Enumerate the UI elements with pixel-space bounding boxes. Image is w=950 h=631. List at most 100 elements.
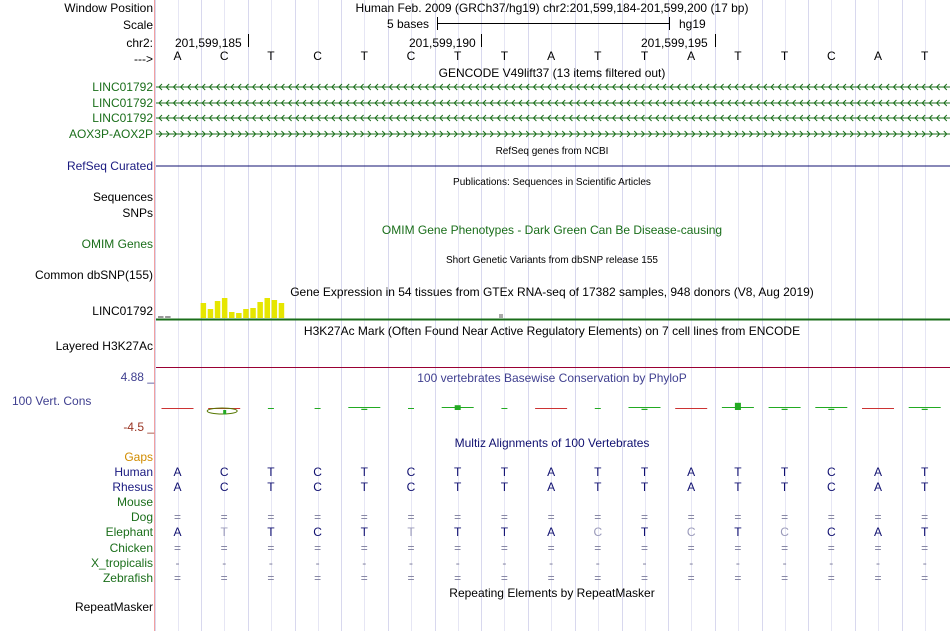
alignment-base: T [734, 525, 742, 540]
strand-chevron [662, 99, 667, 107]
species-label[interactable]: Mouse [116, 495, 153, 510]
strand-chevron [338, 130, 343, 138]
gaps-label[interactable]: Gaps [124, 450, 153, 464]
label-divider [154, 0, 155, 631]
scale-label[interactable]: Scale [122, 18, 153, 32]
gtex-tissue-bar[interactable] [236, 313, 242, 318]
chrom-label[interactable]: chr2: [126, 36, 153, 50]
strand-chevron [907, 114, 912, 122]
gencode-track-label-4[interactable]: AOX3P-AOX2P [68, 127, 153, 141]
phylop-score-bar[interactable] [828, 408, 835, 410]
species-label[interactable]: Human [114, 465, 153, 479]
strand-chevron [345, 114, 350, 122]
omim-label[interactable]: OMIM Genes [81, 237, 153, 251]
strand-chevron [482, 99, 487, 107]
gtex-tissue-bar[interactable] [221, 298, 228, 318]
gtex-label[interactable]: LINC01792 [92, 304, 153, 318]
gencode-track-label-1[interactable]: LINC01792 [92, 80, 153, 94]
gencode-track-label-3[interactable]: LINC01792 [92, 111, 153, 125]
phylop-score-bar[interactable] [781, 408, 788, 410]
phylop-score-mark[interactable] [206, 407, 238, 415]
gtex-tissue-bar[interactable] [264, 298, 271, 318]
gtex-tissue-bar[interactable] [200, 303, 207, 318]
gtex-tissue-bar[interactable] [243, 309, 249, 318]
window-position-label[interactable]: Window Position [64, 1, 153, 15]
h3k27ac-label[interactable]: Layered H3K27Ac [55, 339, 153, 353]
strand-chevron [453, 99, 458, 107]
strand-label[interactable]: ---> [134, 52, 153, 66]
strand-chevron [691, 83, 696, 91]
gtex-tissue-bar[interactable] [214, 301, 221, 318]
sequence-base: T [454, 49, 462, 63]
strand-chevron [215, 83, 220, 91]
gtex-tissue-bar[interactable] [257, 302, 263, 318]
phylop-score-bar[interactable] [921, 408, 928, 410]
gtex-tissue-bar[interactable] [207, 309, 214, 318]
sequence-base: T [360, 49, 368, 63]
sequence-base: A [687, 49, 696, 63]
strand-chevron [352, 99, 357, 107]
guide-line [388, 0, 389, 631]
strand-chevron [287, 114, 292, 122]
gencode-track-label-2[interactable]: LINC01792 [92, 96, 153, 110]
phylop-score-bar[interactable] [361, 408, 368, 410]
strand-chevron [611, 114, 616, 122]
strand-chevron [871, 114, 876, 122]
phylop-score-bar[interactable] [641, 408, 648, 410]
strand-chevron [187, 130, 192, 138]
strand-chevron [345, 130, 350, 138]
alignment-base: = [454, 540, 462, 555]
gencode-gene-track[interactable] [156, 99, 950, 107]
cons-label[interactable]: 100 Vert. Cons [12, 394, 92, 408]
phylop-score-bar[interactable] [734, 402, 741, 410]
phylop-score-bar[interactable] [454, 405, 461, 410]
strand-chevron [345, 99, 350, 107]
strand-chevron [885, 114, 890, 122]
gencode-gene-track[interactable] [156, 130, 950, 138]
strand-chevron [518, 130, 523, 138]
strand-chevron [503, 114, 508, 122]
phylop-score-bar[interactable] [223, 410, 227, 415]
strand-chevron [921, 130, 926, 138]
dbsnp-label[interactable]: Common dbSNP(155) [34, 268, 153, 282]
strand-chevron [158, 130, 163, 138]
strand-chevron [446, 99, 451, 107]
gencode-gene-track[interactable] [156, 114, 950, 122]
gtex-tissue-bar[interactable] [271, 300, 278, 318]
species-label[interactable]: Elephant [105, 525, 153, 540]
species-label[interactable]: Rhesus [112, 480, 153, 495]
strand-chevron [323, 99, 328, 107]
strand-chevron [943, 99, 948, 107]
strand-chevron [597, 130, 602, 138]
alignment-base: T [921, 480, 929, 495]
strand-chevron [864, 130, 869, 138]
repeatmasker-label[interactable]: RepeatMasker [74, 600, 153, 614]
species-label[interactable]: X_tropicalis [90, 555, 153, 570]
gtex-tissue-bar[interactable] [278, 303, 285, 318]
species-label[interactable]: Zebrafish [102, 570, 153, 585]
strand-chevron [619, 83, 624, 91]
strand-chevron [359, 83, 364, 91]
gtex-tissue-bar[interactable] [229, 312, 235, 318]
strand-chevron [698, 114, 703, 122]
species-label[interactable]: Chicken [109, 540, 153, 555]
alignment-base: T [407, 525, 415, 540]
publications-sequences-label[interactable]: Sequences [92, 190, 153, 204]
alignment-base: = [547, 540, 555, 555]
gtex-tissue-bar[interactable] [250, 308, 256, 318]
strand-chevron [928, 114, 933, 122]
gencode-gene-track[interactable] [156, 83, 950, 91]
strand-chevron [446, 114, 451, 122]
gtex-tissue-bar[interactable] [165, 316, 171, 318]
publications-snps-label[interactable]: SNPs [122, 206, 153, 220]
refseq-label[interactable]: RefSeq Curated [66, 159, 153, 173]
guide-line [178, 0, 179, 631]
gtex-tissue-bar[interactable] [158, 316, 164, 318]
species-label[interactable]: Dog [130, 510, 153, 525]
guide-line [318, 0, 319, 631]
strand-chevron [878, 83, 883, 91]
strand-chevron [849, 83, 854, 91]
strand-chevron [626, 114, 631, 122]
